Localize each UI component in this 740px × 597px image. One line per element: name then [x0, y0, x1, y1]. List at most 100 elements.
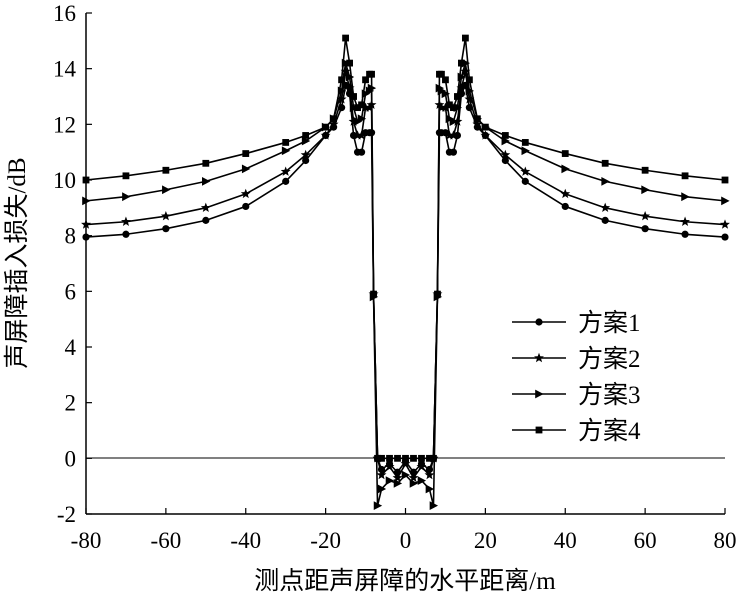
series-3-point [385, 476, 395, 485]
series-4-point [282, 139, 290, 146]
legend-marker [535, 389, 544, 399]
y-tick-label: 8 [65, 224, 77, 249]
series-1-point [501, 156, 509, 165]
series-1-point [122, 230, 130, 238]
series-2-point [392, 472, 403, 483]
series-4-point [450, 104, 457, 112]
series-2-point [400, 458, 411, 469]
y-tick-label: 14 [53, 57, 77, 82]
series-4-point [342, 34, 349, 42]
series-2-point [280, 166, 291, 176]
series-4-point [242, 150, 250, 157]
series-3-point [425, 484, 435, 494]
series-2-point [500, 149, 511, 160]
series-2-point [240, 188, 251, 199]
series-2-point [464, 94, 475, 104]
series-2-point [352, 130, 363, 140]
series-1-point [449, 148, 458, 156]
y-tick-label: 0 [65, 446, 77, 471]
series-4-point [721, 176, 729, 184]
x-tick-label: 20 [474, 528, 497, 553]
series-2-point [320, 130, 331, 140]
series-3-point [349, 103, 359, 113]
series-3-point [465, 86, 474, 96]
series-4-point [442, 76, 449, 84]
series-4-point [438, 70, 445, 78]
series-2-point [300, 149, 311, 160]
series-2-point [460, 66, 471, 76]
series-1-point [202, 216, 210, 224]
series-4-point [446, 101, 453, 109]
series-3-point [601, 176, 610, 186]
series-4-point [350, 93, 357, 100]
series-4-point [466, 76, 473, 84]
series-2-point [336, 94, 347, 104]
series-3-point [162, 185, 171, 195]
series-2-point [452, 116, 463, 126]
x-tick-label: 40 [554, 528, 577, 553]
series-4-point [330, 115, 338, 123]
series-4-point [454, 93, 461, 100]
series-3-point [122, 192, 131, 202]
y-tick-label: 16 [53, 1, 76, 26]
series-2-point [408, 472, 419, 483]
legend-item-1: 方案1 [512, 309, 641, 337]
series-3-point [357, 114, 367, 124]
series-4-point [462, 34, 469, 42]
series-2-point [480, 130, 491, 140]
series-3-point [561, 164, 570, 174]
x-tick-label: 80 [714, 528, 737, 553]
y-tick-label: 6 [65, 279, 77, 304]
series-2-point [600, 202, 611, 213]
series-4-point [368, 70, 375, 78]
series-4-point [641, 166, 649, 174]
series-3-point [641, 185, 650, 195]
series-layer [81, 34, 730, 511]
series-2-point [680, 216, 691, 226]
y-tick-label: 2 [65, 391, 77, 416]
series-4-point [122, 172, 130, 180]
series-2-point [344, 82, 355, 93]
series-4-point [501, 132, 509, 139]
series-1-point [162, 225, 170, 233]
series-4-point [338, 76, 345, 84]
x-tick-label: -40 [230, 528, 261, 553]
series-4-point [473, 115, 481, 123]
series-1 [82, 81, 729, 476]
series-3-point [429, 501, 439, 511]
series-2-point [328, 119, 339, 129]
series-1-point [242, 202, 250, 211]
series-3-point [345, 72, 355, 82]
series-4-point [202, 159, 210, 167]
legend-label: 方案3 [578, 381, 641, 409]
series-1-point [641, 225, 649, 233]
series-4-point [434, 290, 441, 298]
legend: 方案1 方案2 方案3 方案4 [512, 309, 641, 445]
series-1-point [521, 177, 529, 185]
series-2-point [340, 66, 351, 76]
legend-item-2: 方案2 [512, 345, 641, 373]
legend-label: 方案2 [578, 345, 641, 373]
series-3-point [202, 176, 211, 186]
series-4-point [322, 123, 330, 131]
legend-marker [534, 352, 544, 363]
series-4-point [481, 123, 489, 131]
series-4-point [162, 166, 170, 174]
series-2-point [348, 116, 359, 126]
y-tick-label: 10 [53, 168, 76, 193]
y-tick-label: 4 [65, 335, 77, 360]
x-tick-label: -20 [310, 528, 341, 553]
series-3-point [721, 196, 730, 206]
legend-marker [535, 426, 543, 434]
y-tick-label: 12 [53, 112, 76, 137]
series-2-point [472, 119, 483, 129]
series-2-point [448, 130, 459, 140]
series-2-point [160, 210, 171, 221]
series-4-point [370, 290, 377, 298]
x-tick-label: 0 [400, 528, 412, 553]
series-2-point [720, 219, 730, 229]
series-4-point [681, 172, 689, 180]
y-tick-label: -2 [57, 502, 76, 527]
